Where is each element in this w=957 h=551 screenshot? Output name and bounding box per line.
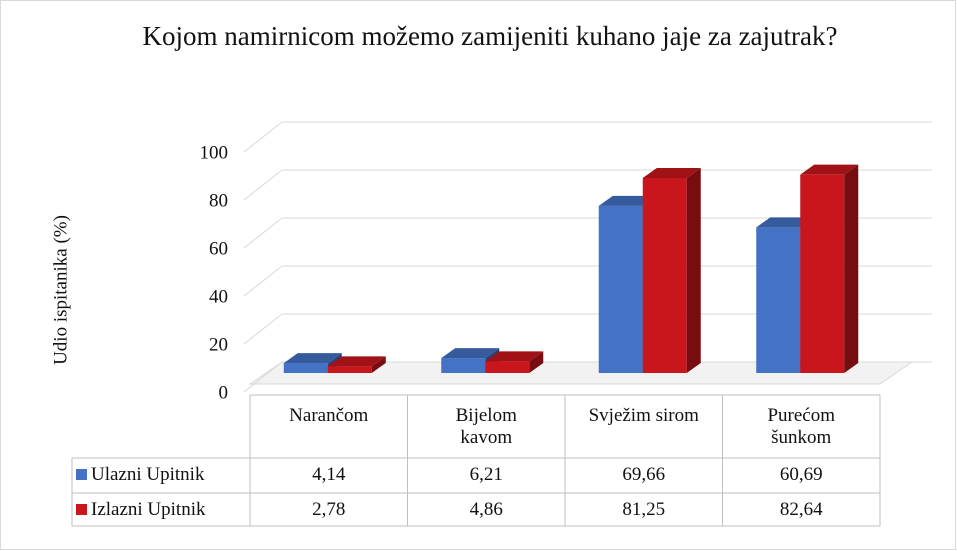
- table-value: 81,25: [622, 499, 666, 520]
- bar-side: [844, 164, 859, 373]
- table-value: 6,21: [469, 464, 503, 485]
- y-axis-label: Udio ispitanika (%): [50, 215, 71, 365]
- legend-key: [76, 469, 87, 480]
- bar-front: [327, 366, 372, 373]
- x-tick-label: Narančom: [289, 405, 369, 426]
- legend-entry: Izlazni Upitnik: [76, 499, 248, 521]
- bar-side: [529, 351, 544, 373]
- y-tick-label: 40: [209, 286, 228, 307]
- y-tick-label: 20: [209, 334, 228, 355]
- grid-line-side: [243, 265, 283, 297]
- bar-top: [283, 353, 342, 364]
- bar-front: [441, 358, 486, 373]
- y-tick-label: 60: [209, 238, 228, 259]
- y-tick-label: 0: [219, 382, 229, 403]
- bar-top: [441, 348, 500, 359]
- bar: [800, 164, 859, 373]
- y-tick-label: 80: [209, 190, 228, 211]
- legend-key: [76, 504, 87, 515]
- bar-top: [598, 195, 657, 206]
- bar-top: [756, 217, 815, 228]
- table-value: 2,78: [312, 499, 346, 520]
- bar-front: [283, 363, 328, 373]
- bar-front: [642, 178, 687, 373]
- grid-line-side: [243, 217, 283, 249]
- bar-top: [642, 168, 701, 178]
- x-tick-label: Svježim sirom: [588, 405, 699, 426]
- legend-entry: Ulazni Upitnik: [76, 464, 248, 486]
- table-value: 60,69: [779, 464, 823, 485]
- bar: [485, 351, 544, 373]
- grid-line-side: [243, 121, 283, 153]
- bar-front: [598, 205, 643, 373]
- bar-front: [485, 361, 530, 373]
- chart-title: Kojom namirnicom možemo zamijeniti kuhan…: [142, 21, 838, 51]
- legend-label: Izlazni Upitnik: [91, 499, 206, 520]
- bar-front: [756, 227, 801, 373]
- x-tick-label: Bijelom kavom: [455, 405, 517, 448]
- bar-side: [371, 356, 386, 373]
- bar-top: [485, 351, 544, 362]
- grid-line-side: [243, 169, 283, 201]
- legend-label: Ulazni Upitnik: [91, 464, 205, 485]
- bar: [642, 168, 701, 373]
- grid-line-side: [243, 361, 283, 393]
- table-value: 4,14: [312, 464, 346, 485]
- table-value: 4,86: [469, 499, 503, 520]
- grid-line-side: [243, 313, 283, 345]
- bar-top: [800, 164, 859, 175]
- y-tick-label: 100: [200, 142, 229, 163]
- bar-top: [327, 356, 386, 367]
- bar-side: [686, 168, 701, 373]
- table-value: 82,64: [779, 499, 823, 520]
- table-value: 69,66: [622, 464, 666, 485]
- x-tick-label: Purećom šunkom: [767, 405, 836, 448]
- bar-front: [800, 174, 845, 373]
- bar: [327, 356, 386, 373]
